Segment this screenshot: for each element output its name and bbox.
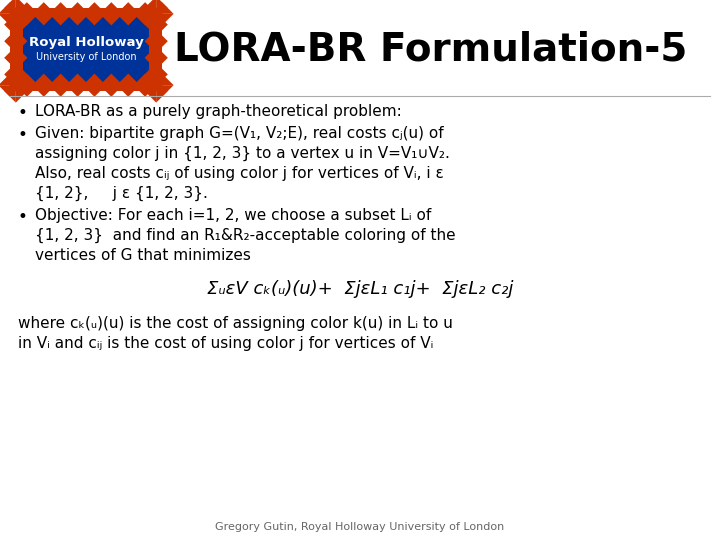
- Polygon shape: [4, 63, 16, 86]
- Text: {1, 2, 3}  and find an R₁&R₂-acceptable coloring of the: {1, 2, 3} and find an R₁&R₂-acceptable c…: [35, 228, 456, 243]
- FancyBboxPatch shape: [24, 16, 148, 83]
- Text: {1, 2},     j ε {1, 2, 3}.: {1, 2}, j ε {1, 2, 3}.: [35, 186, 208, 201]
- Polygon shape: [156, 13, 168, 36]
- Text: vertices of G that minimizes: vertices of G that minimizes: [35, 248, 251, 263]
- Polygon shape: [32, 2, 55, 14]
- Polygon shape: [4, 30, 16, 53]
- Polygon shape: [156, 79, 168, 103]
- Polygon shape: [150, 14, 174, 25]
- Polygon shape: [66, 2, 89, 14]
- Polygon shape: [49, 85, 72, 97]
- Polygon shape: [145, 30, 156, 53]
- Text: •: •: [18, 126, 28, 144]
- Polygon shape: [16, 46, 27, 70]
- Text: ΣᵤεV cₖ(ᵤ)(u)+  ΣjεL₁ c₁j+  ΣjεL₂ c₂j: ΣᵤεV cₖ(ᵤ)(u)+ ΣjεL₁ c₁j+ ΣjεL₂ c₂j: [207, 280, 513, 298]
- Text: assigning color j in {1, 2, 3} to a vertex u in V=V₁∪V₂.: assigning color j in {1, 2, 3} to a vert…: [35, 146, 450, 161]
- Polygon shape: [4, 46, 16, 70]
- Polygon shape: [49, 14, 72, 25]
- Polygon shape: [4, 79, 16, 103]
- Text: Objective: For each i=1, 2, we choose a subset Lᵢ of: Objective: For each i=1, 2, we choose a …: [35, 208, 431, 223]
- Polygon shape: [0, 73, 22, 85]
- Polygon shape: [145, 13, 156, 36]
- Polygon shape: [117, 73, 140, 85]
- Polygon shape: [99, 2, 123, 14]
- Polygon shape: [156, 63, 168, 86]
- Polygon shape: [0, 2, 22, 14]
- Polygon shape: [16, 79, 27, 103]
- Polygon shape: [16, 13, 27, 36]
- Polygon shape: [16, 0, 27, 19]
- Text: •: •: [18, 208, 28, 226]
- Polygon shape: [4, 0, 16, 19]
- Text: in Vᵢ and cᵢⱼ is the cost of using color j for vertices of Vᵢ: in Vᵢ and cᵢⱼ is the cost of using color…: [18, 336, 433, 351]
- Polygon shape: [145, 79, 156, 103]
- Polygon shape: [150, 2, 174, 14]
- Polygon shape: [66, 14, 89, 25]
- Text: Also, real costs cᵢⱼ of using color j for vertices of Vᵢ, i ε: Also, real costs cᵢⱼ of using color j fo…: [35, 166, 444, 181]
- Polygon shape: [15, 2, 38, 14]
- Polygon shape: [117, 2, 140, 14]
- FancyBboxPatch shape: [10, 8, 162, 91]
- Polygon shape: [32, 14, 55, 25]
- Polygon shape: [0, 14, 22, 25]
- Polygon shape: [15, 73, 38, 85]
- Polygon shape: [145, 46, 156, 70]
- Polygon shape: [150, 73, 174, 85]
- Polygon shape: [83, 85, 106, 97]
- Text: where cₖ(ᵤ)(u) is the cost of assigning color k(u) in Lᵢ to u: where cₖ(ᵤ)(u) is the cost of assigning …: [18, 316, 453, 331]
- Polygon shape: [99, 85, 123, 97]
- Polygon shape: [83, 2, 106, 14]
- Text: Royal Holloway: Royal Holloway: [29, 36, 143, 49]
- Polygon shape: [156, 30, 168, 53]
- Text: University of London: University of London: [36, 52, 136, 63]
- Polygon shape: [0, 85, 22, 97]
- Text: LORA-BR as a purely graph-theoretical problem:: LORA-BR as a purely graph-theoretical pr…: [35, 104, 402, 119]
- Polygon shape: [4, 13, 16, 36]
- Polygon shape: [15, 85, 38, 97]
- Polygon shape: [99, 73, 123, 85]
- Polygon shape: [133, 14, 157, 25]
- Polygon shape: [117, 85, 140, 97]
- Polygon shape: [156, 46, 168, 70]
- Polygon shape: [145, 63, 156, 86]
- Text: Gregory Gutin, Royal Holloway University of London: Gregory Gutin, Royal Holloway University…: [215, 522, 505, 532]
- Polygon shape: [32, 73, 55, 85]
- Text: •: •: [18, 104, 28, 122]
- Polygon shape: [83, 14, 106, 25]
- Polygon shape: [133, 73, 157, 85]
- Polygon shape: [117, 14, 140, 25]
- Text: LORA-BR Formulation-5: LORA-BR Formulation-5: [174, 30, 688, 69]
- Polygon shape: [99, 14, 123, 25]
- Polygon shape: [156, 0, 168, 19]
- Polygon shape: [150, 85, 174, 97]
- Polygon shape: [32, 85, 55, 97]
- Polygon shape: [16, 30, 27, 53]
- Polygon shape: [15, 14, 38, 25]
- Polygon shape: [49, 2, 72, 14]
- Polygon shape: [16, 63, 27, 86]
- Text: Given: bipartite graph G=(V₁, V₂;E), real costs cⱼ(u) of: Given: bipartite graph G=(V₁, V₂;E), rea…: [35, 126, 444, 141]
- Polygon shape: [49, 73, 72, 85]
- Polygon shape: [133, 2, 157, 14]
- Polygon shape: [83, 73, 106, 85]
- Polygon shape: [145, 0, 156, 19]
- Polygon shape: [66, 73, 89, 85]
- Polygon shape: [133, 85, 157, 97]
- Polygon shape: [66, 85, 89, 97]
